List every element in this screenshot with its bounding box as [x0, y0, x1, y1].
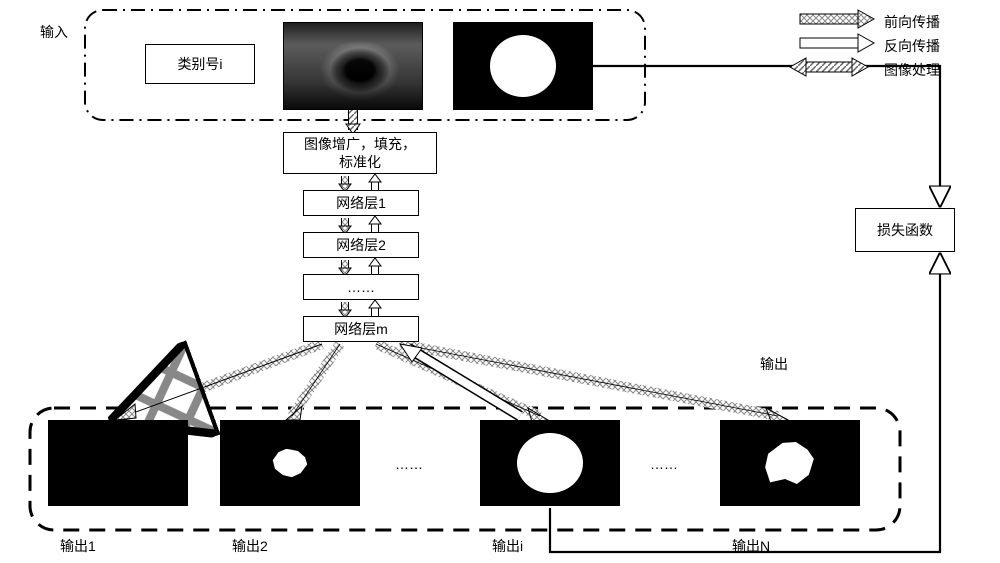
class-box-text: 类别号i [177, 55, 222, 73]
layer1-text: 网络层1 [336, 194, 386, 212]
preprocess-text: 图像增广，填充， 标准化 [304, 135, 416, 171]
loss-text: 损失函数 [877, 221, 933, 239]
label-out2: 输出2 [232, 536, 268, 556]
legend [790, 10, 874, 76]
class-box: 类别号i [145, 44, 255, 84]
output1-img [48, 420, 188, 506]
dots-out-right: …… [650, 456, 678, 472]
legend-fwd: 前向传播 [884, 12, 940, 32]
outputn-img [720, 420, 860, 506]
label-output-group: 输出 [760, 354, 788, 374]
ultrasound-image [283, 22, 423, 110]
legend-bwd: 反向传播 [884, 36, 940, 56]
box-layer2: 网络层2 [303, 232, 419, 258]
fanout-forward [115, 344, 788, 424]
dots-text: …… [347, 278, 375, 296]
layerm-text: 网络层m [334, 320, 388, 338]
box-preprocess: 图像增广，填充， 标准化 [283, 132, 437, 174]
arrow-ultra-to-pre [346, 110, 360, 134]
label-input: 输入 [40, 22, 68, 42]
dots-out-left: …… [395, 456, 423, 472]
layer2-text: 网络层2 [336, 236, 386, 254]
line-outi-to-loss [550, 256, 940, 552]
outputi-img [480, 420, 620, 506]
legend-img: 图像处理 [884, 60, 940, 80]
box-dots: …… [303, 274, 419, 300]
box-layerm: 网络层m [303, 316, 419, 342]
box-layer1: 网络层1 [303, 190, 419, 216]
label-outi: 输出i [492, 536, 523, 556]
label-out1: 输出1 [60, 536, 96, 556]
label-outn: 输出N [732, 536, 770, 556]
output2-img [220, 420, 360, 506]
line-mask-to-loss [593, 66, 940, 204]
mask-image [453, 22, 593, 110]
box-loss: 损失函数 [855, 208, 955, 252]
